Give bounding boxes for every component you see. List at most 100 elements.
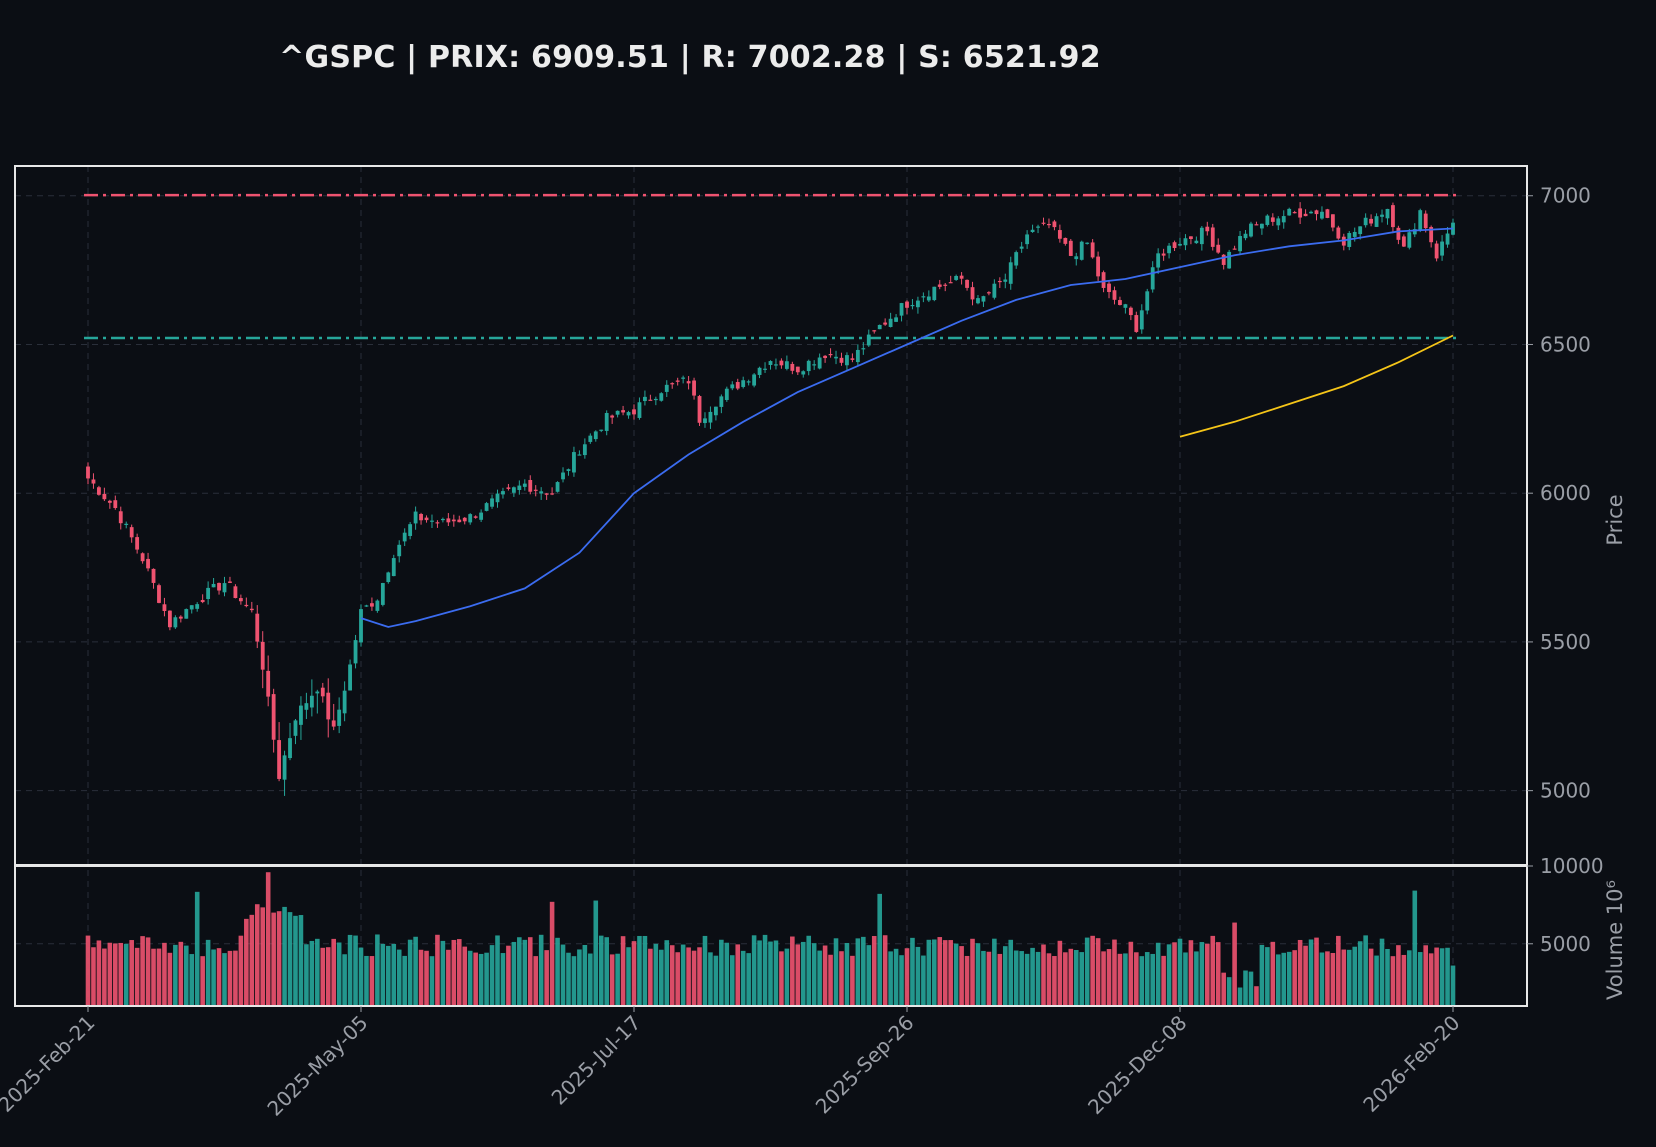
support-resistance-lines <box>84 193 1459 340</box>
volume-bar <box>391 943 397 1006</box>
candle-body <box>342 690 347 714</box>
volume-bar <box>1079 952 1085 1006</box>
candle-body <box>1292 212 1297 214</box>
candle-body <box>741 380 746 387</box>
volume-bar <box>1341 949 1347 1006</box>
candle-body <box>1325 209 1330 218</box>
volume-bar <box>1134 952 1139 1006</box>
candle-body <box>424 517 429 521</box>
volume-bar <box>888 951 893 1006</box>
volume-bar <box>593 900 599 1006</box>
volume-bar <box>986 951 992 1006</box>
volume-bar <box>364 955 369 1006</box>
volume-bar <box>1243 970 1248 1006</box>
volume-bar <box>981 950 986 1006</box>
candle-body <box>167 610 172 628</box>
candle-body <box>1396 227 1401 240</box>
volume-bar <box>795 944 801 1006</box>
candle-body <box>970 287 975 300</box>
volume-bar <box>1172 942 1177 1006</box>
candle-body <box>1407 232 1412 248</box>
candle-body <box>304 703 309 710</box>
candle-body <box>910 304 915 307</box>
candle-body <box>1210 227 1215 247</box>
candle-body <box>888 318 893 327</box>
chart-title: ^GSPC | PRIX: 6909.51 | R: 7002.28 | S: … <box>279 40 1101 75</box>
candle-body <box>1068 240 1073 256</box>
candle-body <box>446 518 451 523</box>
candle-body <box>380 583 385 605</box>
volume-bar <box>762 934 768 1006</box>
volume-bar <box>102 948 107 1006</box>
date-tick-label: 2025-Jul-17 <box>547 1011 646 1110</box>
candle-body <box>124 523 129 525</box>
volume-bar <box>178 941 184 1006</box>
candle-body <box>735 382 740 389</box>
volume-bar <box>211 949 216 1006</box>
candle-body <box>615 410 620 415</box>
volume-bar <box>948 940 953 1006</box>
volume-bar <box>1046 953 1052 1006</box>
volume-bar <box>1194 951 1199 1006</box>
volume-bar <box>1144 952 1150 1006</box>
candle-body <box>118 511 123 524</box>
candle-body <box>959 275 964 279</box>
candle-body <box>1281 216 1286 223</box>
volume-bar <box>1101 951 1106 1006</box>
volume-bar <box>429 956 435 1006</box>
volume-bar <box>1330 952 1336 1006</box>
volume-bar <box>238 935 244 1006</box>
candle-body <box>200 600 205 603</box>
volume-bar <box>899 955 904 1006</box>
candle-body <box>1123 304 1128 308</box>
volume-bar <box>1221 972 1226 1006</box>
volume-bar <box>325 947 331 1006</box>
volume-bar <box>1139 956 1145 1006</box>
candle-body <box>1363 217 1368 226</box>
volume-bar <box>1112 939 1117 1006</box>
volume-bar <box>500 953 506 1006</box>
volume-bar <box>822 945 828 1006</box>
candle-body <box>1101 272 1106 288</box>
candle-body <box>539 491 544 494</box>
volume-bar <box>637 935 642 1006</box>
volume-bar <box>1073 950 1079 1006</box>
date-tick-label: 2025-Feb-21 <box>0 1011 100 1117</box>
volume-bar <box>811 943 817 1006</box>
candle-body <box>746 381 751 383</box>
volume-panel-frame <box>14 865 1528 1007</box>
volume-bar <box>533 956 539 1006</box>
candle-body <box>288 738 292 759</box>
volume-bar <box>358 947 364 1006</box>
volume-bar <box>757 940 762 1006</box>
candle-body <box>1090 242 1095 258</box>
candle-body <box>490 498 494 507</box>
volume-bar <box>882 935 888 1006</box>
price-panel-frame <box>14 165 1528 866</box>
volume-bar <box>1002 946 1008 1006</box>
volume-bar <box>1199 942 1205 1006</box>
volume-bar <box>1374 955 1379 1006</box>
candle-body <box>113 500 118 508</box>
volume-bar <box>708 952 713 1006</box>
volume-bars <box>85 872 1456 1006</box>
candle-body <box>724 388 729 400</box>
candle-body <box>255 613 260 642</box>
volume-bar <box>1303 945 1308 1006</box>
volume-bar <box>517 937 522 1006</box>
candle-body <box>1445 233 1450 245</box>
volume-bar <box>942 940 948 1006</box>
candle-body <box>408 524 413 536</box>
volume-bar <box>369 956 375 1006</box>
candle-body <box>1254 224 1259 226</box>
candle-body <box>572 452 576 473</box>
volume-bar <box>91 947 96 1006</box>
candle-body <box>992 283 997 298</box>
volume-bar <box>320 947 326 1006</box>
candle-body <box>370 603 374 607</box>
volume-bar <box>1292 950 1297 1006</box>
candle-body <box>129 527 134 538</box>
candle-body <box>823 355 828 359</box>
volume-bar <box>347 934 353 1006</box>
candle-body <box>397 544 402 557</box>
